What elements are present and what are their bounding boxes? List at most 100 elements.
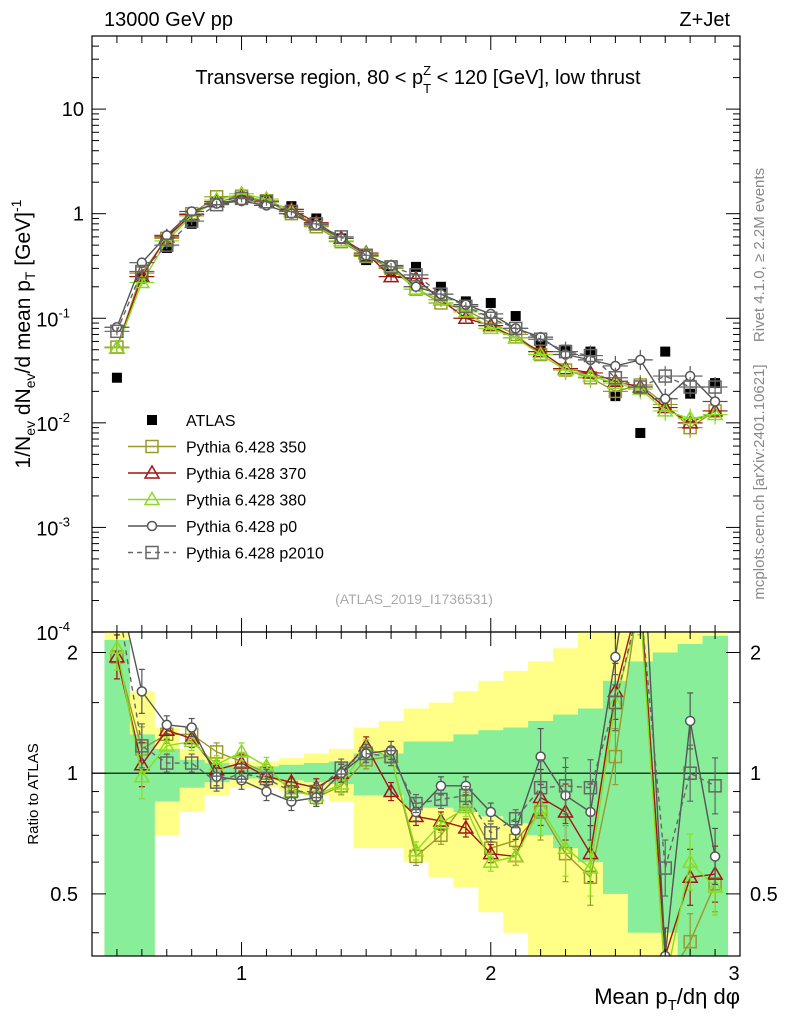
data-point [709,396,721,407]
ratio-point [309,784,324,799]
ratio-point [485,806,497,818]
data-point [607,374,624,389]
ratio-point [633,587,647,599]
main-frame [91,35,741,633]
legend-label: Pythia 6.428 380 [186,493,306,510]
x-tick-label: 1 [236,963,247,985]
legend-marker [143,491,161,506]
legend-label: Pythia 6.428 p2010 [186,546,324,563]
ratio-point [407,842,425,857]
ratio-point [409,796,423,811]
data-point [382,268,400,283]
ratio-point [108,639,126,654]
mcplots-label: mcplots.cern.ch [arXiv:2401.10621] [751,364,768,599]
data-point [284,204,299,219]
data-point [558,344,573,359]
legend-label: Pythia 6.428 350 [186,440,306,457]
ratio-point [432,814,450,830]
ratio-point [384,749,398,764]
ratio-point [636,488,645,497]
tick-label: 1 [67,763,78,785]
ratio-axis-ticks: 0.5 0.5 1 1 2 2 1 2 3 [50,632,778,985]
band-bin [104,639,130,956]
ratio-point [633,600,647,612]
ratio-point [233,743,250,758]
ratio-point [706,878,724,893]
data-point [334,230,348,244]
ratio-point [259,771,274,786]
legend-marker [145,545,159,560]
ratio-point [457,799,475,814]
ratio-point [582,859,599,874]
ratio-point [681,853,699,868]
data-point [409,268,423,282]
process-label: Z+Jet [679,9,730,31]
ratio-point [708,779,722,793]
ratio-series [108,488,724,956]
ratio-point [186,722,197,733]
x-tick-label: 2 [485,963,496,985]
ratio-point [332,775,350,790]
data-point [659,393,671,404]
ratio-point [158,721,176,736]
analysis-watermark: (ATLAS_2019_I1736531) [335,591,493,607]
band-bin [278,764,305,781]
data-point [432,291,450,306]
ratio-point [234,766,249,780]
ratio-point [112,577,121,586]
tick-label: 2 [67,643,78,665]
series-line [116,200,716,402]
tick-label: 10-2 [36,410,70,436]
data-point [656,402,674,417]
ratio-point [608,749,623,764]
ratio-plot: 0.5 0.5 1 1 2 2 1 2 3 Ratio to ATLAS Mean pT/dη … [25,488,778,1014]
data-point [384,260,398,274]
energy-label: 13000 GeV pp [104,9,233,31]
legend-label: Pythia 6.428 370 [186,466,306,483]
ratio-point [459,788,473,803]
ratio-point [133,768,151,783]
ratio-point [658,861,672,875]
data-point [683,380,697,394]
series-line [116,195,716,429]
tick-label: 1 [750,763,761,785]
data-point [259,195,274,209]
data-point [681,410,699,425]
legend-label: Pythia 6.428 p0 [186,519,297,536]
ratio-point [334,761,348,775]
ratio-point [382,783,400,798]
ratio-frame [91,631,741,957]
tick-label: 10-3 [36,514,70,540]
ratio-point [507,847,524,863]
data-point [507,329,524,344]
ratio-point [634,582,646,594]
tick-label: 1 [73,204,84,226]
y-axis-label-main: 1/Nev dNev/d mean pT [GeV]-1 [8,199,38,468]
ratio-point [158,737,176,752]
data-point [658,369,672,383]
x-axis-label: Mean pT/dη dφ [594,984,740,1014]
main-series [104,185,728,438]
legend-marker [147,415,157,425]
ratio-point [160,756,174,770]
data-point [583,348,598,363]
tick-label: 10-1 [36,305,70,331]
data-point [108,339,126,354]
legend-item: Pythia 6.428 370 [128,464,306,483]
data-point [482,319,500,335]
tick-label: 10 [62,99,84,121]
data-point [608,370,623,385]
ratio-point [484,826,498,840]
data-point [484,311,498,326]
ratio-point [557,839,574,854]
legend-marker [143,464,161,479]
data-point [135,264,149,279]
band-bin [503,727,529,824]
data-point [160,238,174,252]
band-bin [303,763,330,783]
data-point [660,346,671,357]
ratio-pythia-6-428-p2010 [122,632,722,897]
data-point [508,321,523,336]
ratio-point [684,715,696,727]
